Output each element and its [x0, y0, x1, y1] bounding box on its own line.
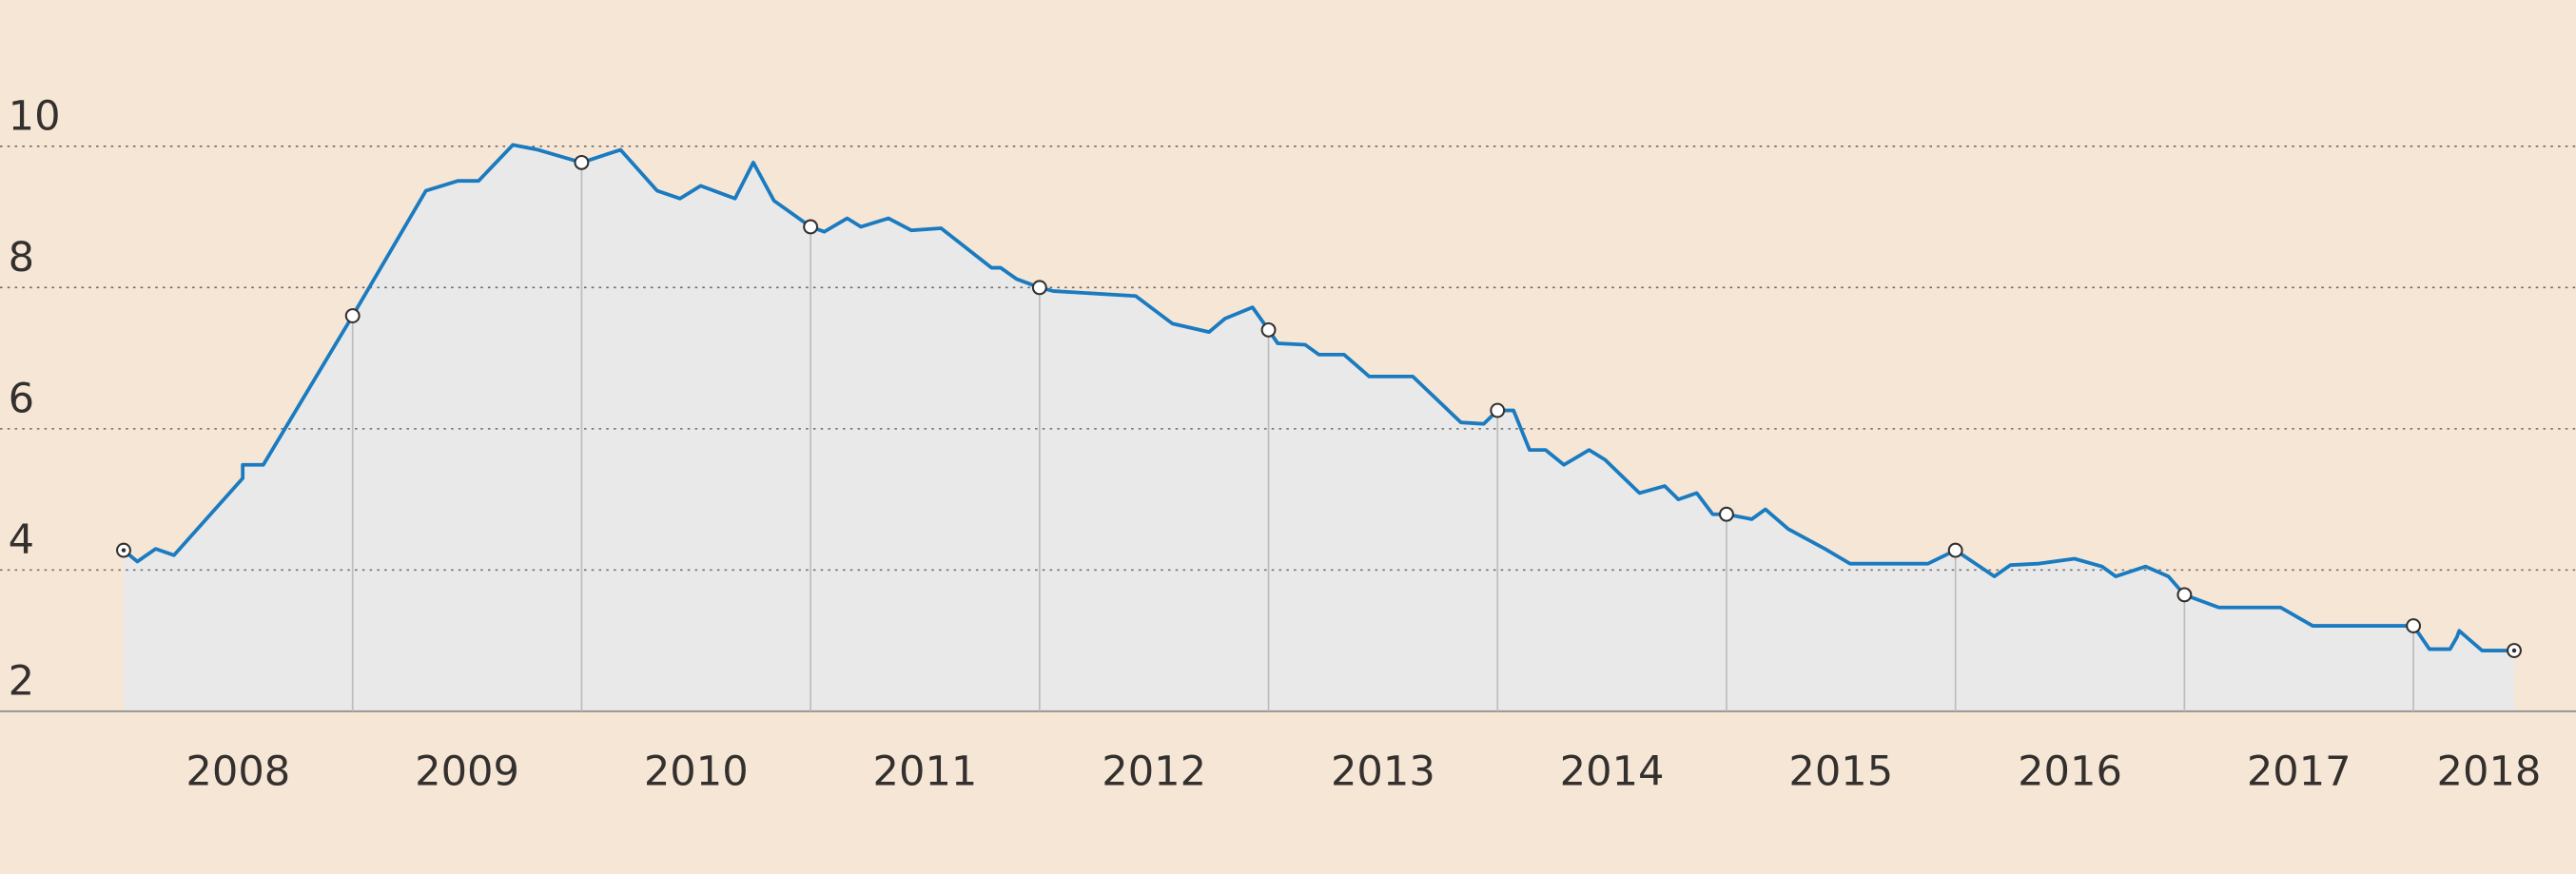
y-tick-label: 6 [9, 376, 34, 423]
x-tick-label: 2018 [2437, 748, 2542, 796]
line [122, 143, 2515, 652]
point-marker [1490, 402, 1506, 418]
point-marker [1719, 506, 1734, 522]
point-marker [803, 219, 819, 235]
x-tick-label: 2016 [2018, 748, 2122, 796]
point-dot [2511, 648, 2517, 653]
x-tick-label: 2011 [873, 748, 978, 796]
x-tick-label: 2009 [415, 748, 519, 796]
point-marker [344, 308, 361, 323]
point-dot [121, 548, 127, 553]
y-tick-label: 2 [9, 658, 34, 706]
x-tick-label: 2012 [1102, 748, 1206, 796]
x-tick-label: 2008 [185, 748, 290, 796]
y-tick-label: 4 [9, 516, 34, 564]
x-tick-label: 2013 [1331, 748, 1435, 796]
point-marker [1260, 321, 1277, 338]
y-tick-label: 10 [9, 93, 61, 141]
x-tick-label: 2014 [1560, 748, 1665, 796]
point-marker [574, 154, 590, 170]
point-marker [1031, 280, 1047, 296]
point-marker [1947, 542, 1963, 558]
x-tick-label: 2017 [2247, 748, 2352, 796]
y-tick-label: 8 [9, 234, 34, 282]
x-tick-label: 2015 [1788, 748, 1893, 796]
point-marker [2176, 587, 2193, 603]
point-marker [2406, 618, 2422, 634]
x-tick-label: 2010 [644, 748, 749, 796]
